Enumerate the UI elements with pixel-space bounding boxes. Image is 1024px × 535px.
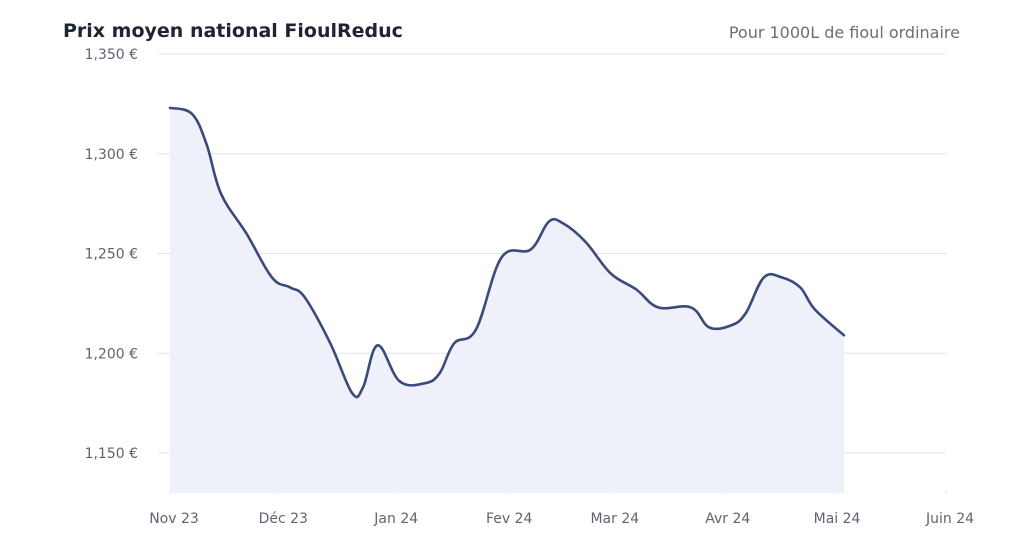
- data-point: [813, 307, 817, 311]
- data-point: [361, 385, 365, 389]
- data-point: [762, 276, 766, 280]
- y-tick-label: 1,150 €: [85, 446, 138, 462]
- data-point: [634, 288, 638, 292]
- x-tick-label: Fev 24: [486, 511, 533, 527]
- price-line: [168, 106, 846, 399]
- data-point: [328, 341, 332, 345]
- x-tick-label: Déc 23: [259, 511, 308, 527]
- data-point: [562, 222, 566, 226]
- x-tick-label: Juin 24: [925, 511, 974, 527]
- x-axis: Nov 23 Déc 23 Jan 24 Fev 24 Mar 24 Avr 24 Mai …: [149, 489, 974, 527]
- data-point: [780, 276, 784, 280]
- x-tick-label: Avr 24: [705, 511, 750, 527]
- data-point: [798, 286, 802, 290]
- data-point: [609, 272, 613, 276]
- data-point: [583, 240, 587, 244]
- data-point: [547, 220, 551, 224]
- x-tick-label: Mai 24: [814, 511, 861, 527]
- data-point: [303, 295, 307, 299]
- x-tick-label: Jan 24: [373, 511, 418, 527]
- y-tick-label: 1,300 €: [85, 147, 138, 163]
- y-tick-label: 1,350 €: [85, 47, 138, 63]
- y-tick-label: 1,200 €: [85, 346, 138, 362]
- data-point: [245, 232, 249, 236]
- x-tick-label: Nov 23: [149, 511, 199, 527]
- data-point: [438, 371, 442, 375]
- data-point: [729, 323, 733, 327]
- data-point: [689, 305, 693, 309]
- data-point: [452, 341, 456, 345]
- x-tick-label: Mar 24: [590, 511, 639, 527]
- data-point: [376, 343, 380, 347]
- data-point: [219, 192, 223, 196]
- y-axis: 1,350 € 1,300 € 1,250 € 1,200 € 1,150 €: [85, 47, 138, 462]
- data-point: [500, 256, 504, 260]
- data-point: [423, 381, 427, 385]
- data-point: [474, 327, 478, 331]
- data-point: [270, 276, 274, 280]
- data-point: [744, 311, 748, 315]
- chart-subtitle: Pour 1000L de fioul ordinaire: [728, 23, 960, 42]
- data-point: [190, 112, 194, 116]
- price-area: [170, 107, 844, 494]
- data-point: [398, 379, 402, 383]
- data-point: [842, 333, 846, 337]
- data-point: [529, 248, 533, 252]
- y-tick-label: 1,250 €: [85, 247, 138, 263]
- data-point: [204, 142, 208, 146]
- data-point: [656, 305, 660, 309]
- chart-title: Prix moyen national FioulReduc: [63, 20, 403, 42]
- data-point: [707, 325, 711, 329]
- data-point: [350, 391, 354, 395]
- data-point: [168, 106, 172, 110]
- data-point: [288, 286, 292, 290]
